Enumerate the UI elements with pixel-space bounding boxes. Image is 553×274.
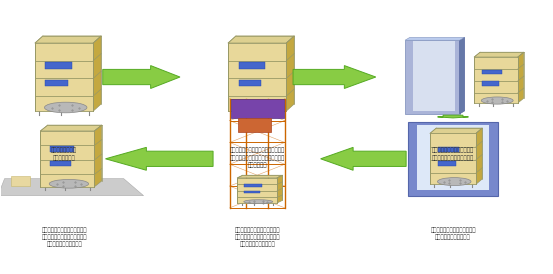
FancyBboxPatch shape [418, 125, 488, 190]
Ellipse shape [481, 97, 513, 104]
Polygon shape [293, 65, 376, 89]
Text: 潜伏机器人移动到电梯口等待
（转运过程中同步呼叫电梯）: 潜伏机器人移动到电梯口等待 （转运过程中同步呼叫电梯） [432, 148, 474, 161]
Polygon shape [321, 147, 406, 170]
Ellipse shape [44, 102, 87, 113]
FancyBboxPatch shape [50, 161, 71, 166]
Polygon shape [286, 36, 294, 111]
FancyBboxPatch shape [238, 118, 271, 132]
FancyBboxPatch shape [405, 40, 460, 114]
FancyBboxPatch shape [413, 41, 456, 111]
FancyBboxPatch shape [482, 81, 499, 86]
Polygon shape [430, 128, 482, 133]
Polygon shape [518, 52, 524, 103]
Polygon shape [93, 36, 101, 111]
FancyBboxPatch shape [430, 133, 476, 184]
Text: 潜伏机器人通过梯控系统到达对
应楼层并将转运托盘移出: 潜伏机器人通过梯控系统到达对 应楼层并将转运托盘移出 [430, 227, 476, 240]
FancyBboxPatch shape [237, 178, 277, 203]
Polygon shape [106, 147, 213, 170]
Polygon shape [460, 37, 465, 114]
Ellipse shape [437, 178, 471, 185]
Polygon shape [237, 175, 283, 178]
Polygon shape [277, 175, 283, 203]
Polygon shape [95, 125, 102, 187]
FancyBboxPatch shape [244, 184, 262, 187]
FancyBboxPatch shape [238, 62, 265, 69]
FancyBboxPatch shape [244, 191, 259, 193]
Polygon shape [228, 36, 294, 43]
FancyBboxPatch shape [50, 146, 75, 152]
Text: 潜伏机器人到达升降平台处，随
后呼叫升降平台将潜伏机器人和
转运货架提升至对应高度: 潜伏机器人到达升降平台处，随 后呼叫升降平台将潜伏机器人和 转运货架提升至对应高… [234, 227, 280, 247]
Text: 潜伏机器人将转运货架转运到目
的地，随后潜伏机器人通过升降
平台和电梯返回调度原点: 潜伏机器人将转运货架转运到目 的地，随后潜伏机器人通过升降 平台和电梯返回调度原… [41, 227, 87, 247]
Ellipse shape [49, 179, 88, 188]
Text: 操作人员将产品转
移到转运货架上: 操作人员将产品转 移到转运货架上 [51, 148, 77, 161]
Polygon shape [103, 65, 180, 89]
Polygon shape [437, 115, 468, 118]
FancyBboxPatch shape [238, 80, 260, 86]
FancyBboxPatch shape [45, 80, 67, 86]
FancyBboxPatch shape [45, 62, 72, 69]
FancyBboxPatch shape [474, 57, 518, 103]
Text: 产品转移完成后，操作人员按下机器人
呼叫按钮，潜伏机器人到达对应位置将
转运货架顶起: 产品转移完成后，操作人员按下机器人 呼叫按钮，潜伏机器人到达对应位置将 转运货架… [229, 148, 285, 168]
Polygon shape [476, 128, 482, 184]
FancyBboxPatch shape [408, 122, 498, 196]
FancyBboxPatch shape [482, 70, 502, 74]
Polygon shape [0, 179, 144, 196]
Polygon shape [405, 37, 465, 40]
Ellipse shape [238, 102, 280, 113]
FancyBboxPatch shape [439, 161, 456, 165]
FancyBboxPatch shape [35, 43, 93, 111]
FancyBboxPatch shape [439, 147, 459, 152]
Polygon shape [35, 36, 101, 43]
Polygon shape [40, 125, 102, 131]
FancyBboxPatch shape [228, 43, 286, 111]
FancyBboxPatch shape [40, 131, 95, 187]
Polygon shape [474, 52, 524, 57]
Ellipse shape [244, 200, 273, 204]
FancyBboxPatch shape [231, 99, 284, 118]
FancyBboxPatch shape [11, 176, 30, 186]
